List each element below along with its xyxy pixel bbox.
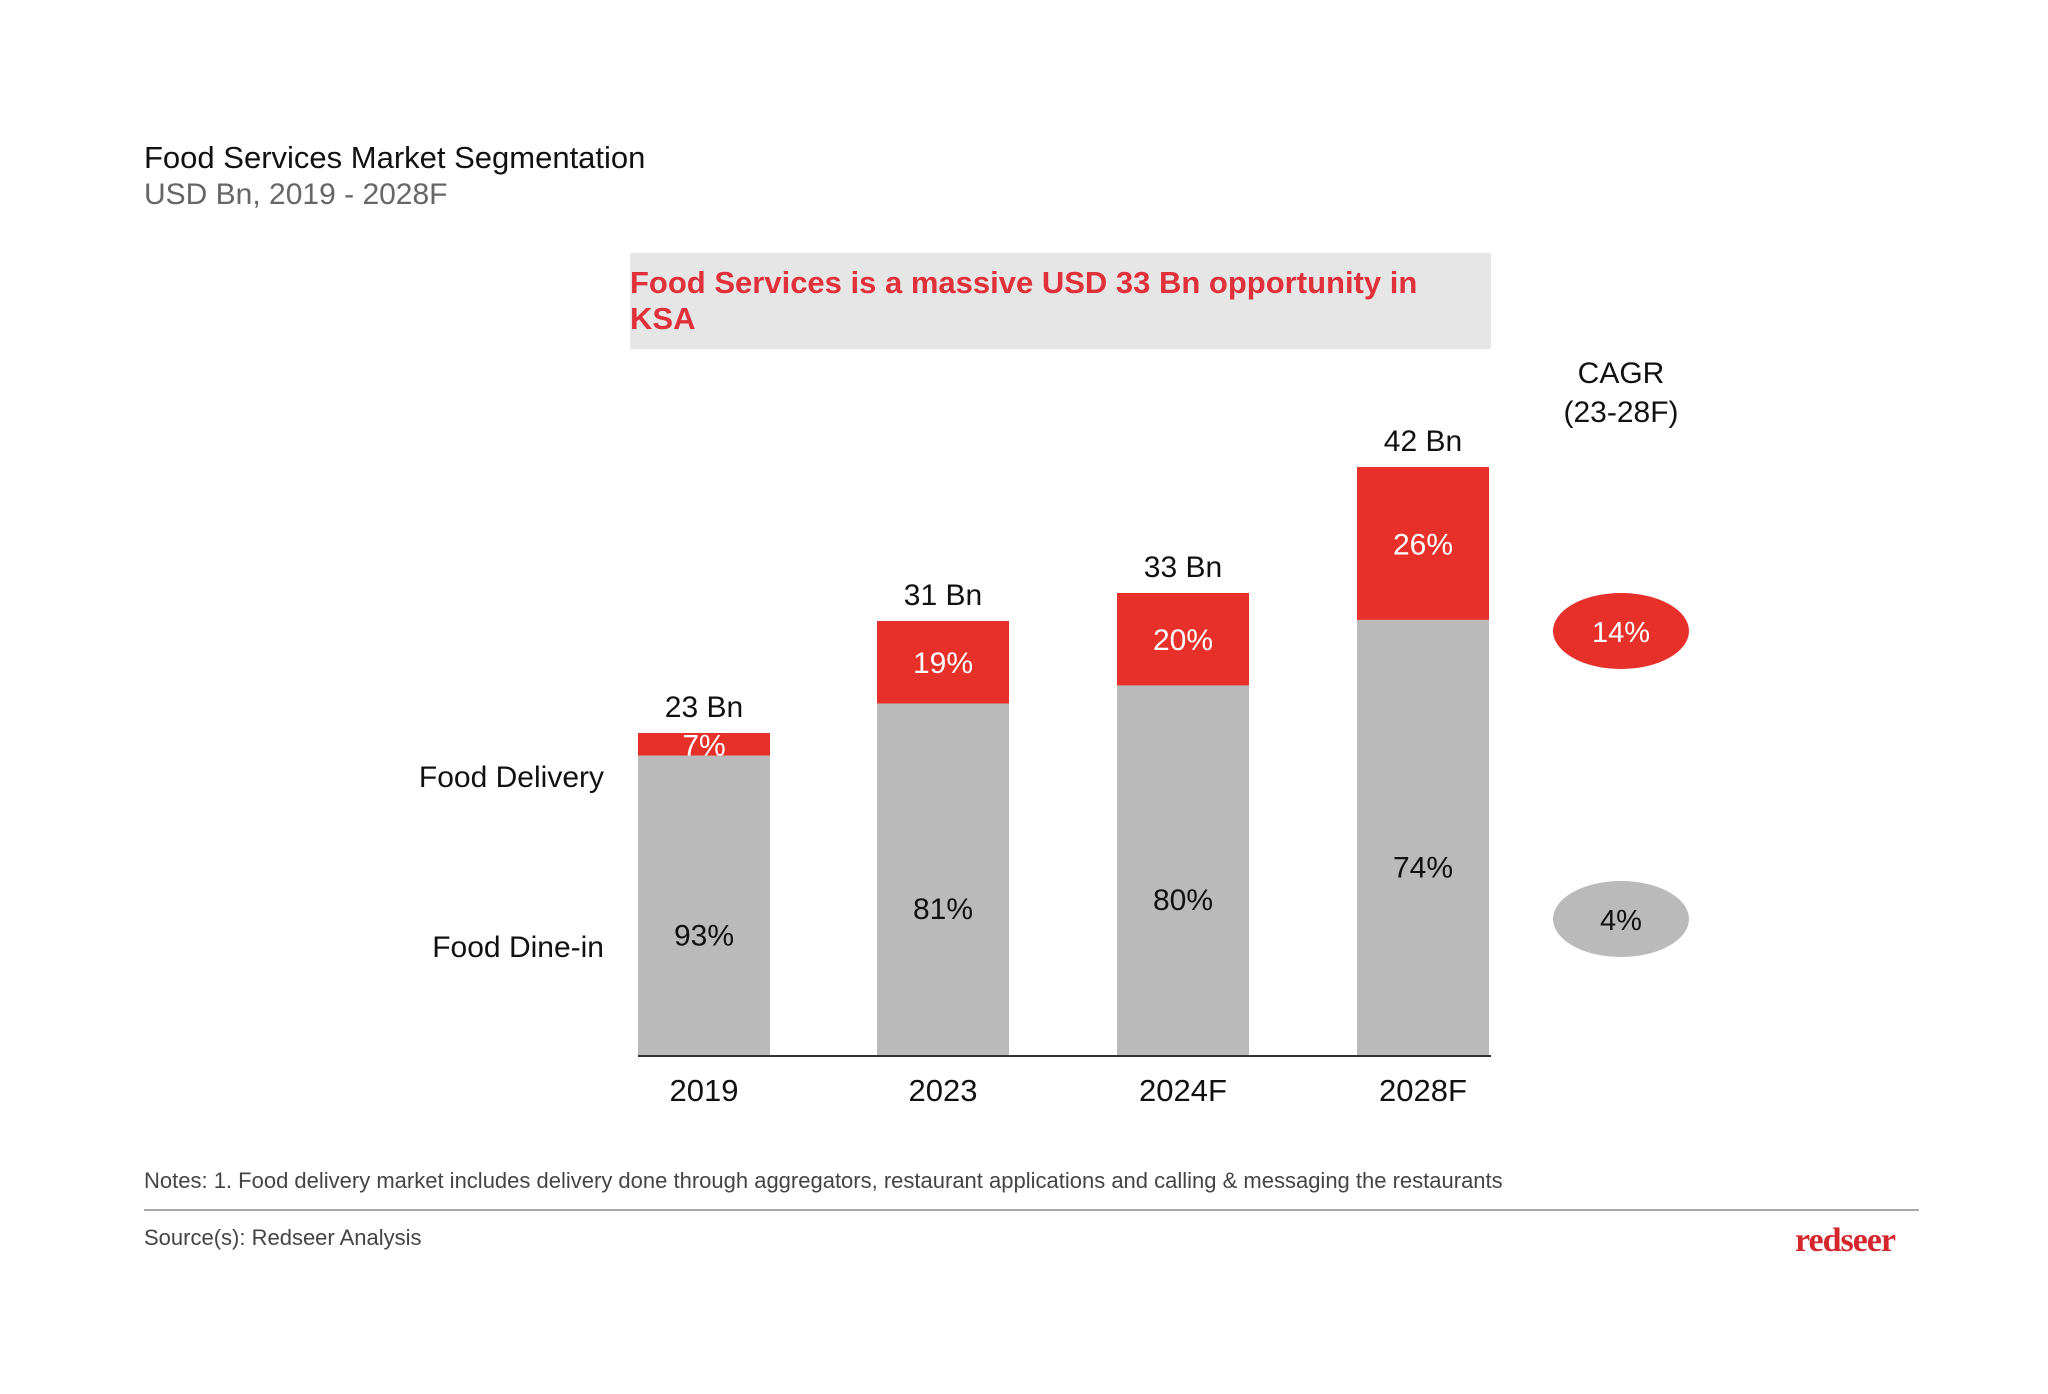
- bar-dine-in-2019: [638, 755, 770, 1055]
- bar-dine-in-2023: [877, 703, 1009, 1055]
- redseer-logo: redseer: [1795, 1222, 1896, 1259]
- cagr-period: (23-28F): [1563, 396, 1678, 429]
- x-tick-label: 2019: [670, 1073, 739, 1108]
- total-label: 23 Bn: [665, 691, 743, 724]
- dine-in-share-label: 93%: [674, 919, 734, 952]
- delivery-share-label: 26%: [1393, 528, 1453, 561]
- bar-dine-in-2024F: [1117, 685, 1249, 1055]
- total-label: 31 Bn: [904, 579, 982, 612]
- legend-food-dine-in: Food Dine-in: [432, 931, 604, 964]
- x-tick-label: 2028F: [1379, 1073, 1467, 1108]
- cagr-title: CAGR: [1578, 357, 1665, 390]
- chart-title: Food Services Market Segmentation: [144, 140, 646, 175]
- bar-delivery-2024F: [1117, 593, 1249, 686]
- dine-in-share-label: 81%: [913, 893, 973, 926]
- delivery-share-label: 20%: [1153, 624, 1213, 657]
- callout-text: Food Services is a massive USD 33 Bn opp…: [630, 265, 1418, 336]
- dine-in-share-label: 80%: [1153, 884, 1213, 917]
- x-tick-label: 2024F: [1139, 1073, 1227, 1108]
- delivery-share-label: 7%: [682, 729, 725, 762]
- cagr-dine-in-value: 4%: [1600, 905, 1642, 937]
- footnote: Notes: 1. Food delivery market includes …: [144, 1168, 1503, 1193]
- bar-delivery-2028F: [1357, 467, 1489, 620]
- delivery-share-label: 19%: [913, 647, 973, 680]
- cagr-dine-in-badge: [1553, 881, 1689, 957]
- source-text: Source(s): Redseer Analysis: [144, 1225, 422, 1250]
- cagr-delivery-badge: [1553, 593, 1689, 669]
- stacked-bar-chart: 7% 93% 23 Bn 2019 19% 81% 31 Bn 2023 20% 80% 33 Bn…: [419, 357, 1689, 1108]
- x-tick-label: 2023: [909, 1073, 978, 1108]
- chart-subtitle: USD Bn, 2019 - 2028F: [144, 178, 448, 211]
- bar-delivery-2019: [638, 733, 770, 756]
- footer-divider: [144, 1209, 1919, 1211]
- total-label: 42 Bn: [1384, 425, 1462, 458]
- bar-delivery-2023: [877, 621, 1009, 704]
- legend-food-delivery: Food Delivery: [419, 761, 604, 794]
- dine-in-share-label: 74%: [1393, 851, 1453, 884]
- bar-dine-in-2028F: [1357, 619, 1489, 1055]
- total-label: 33 Bn: [1144, 551, 1222, 584]
- cagr-delivery-value: 14%: [1592, 617, 1650, 649]
- callout-box: Food Services is a massive USD 33 Bn opp…: [630, 253, 1491, 349]
